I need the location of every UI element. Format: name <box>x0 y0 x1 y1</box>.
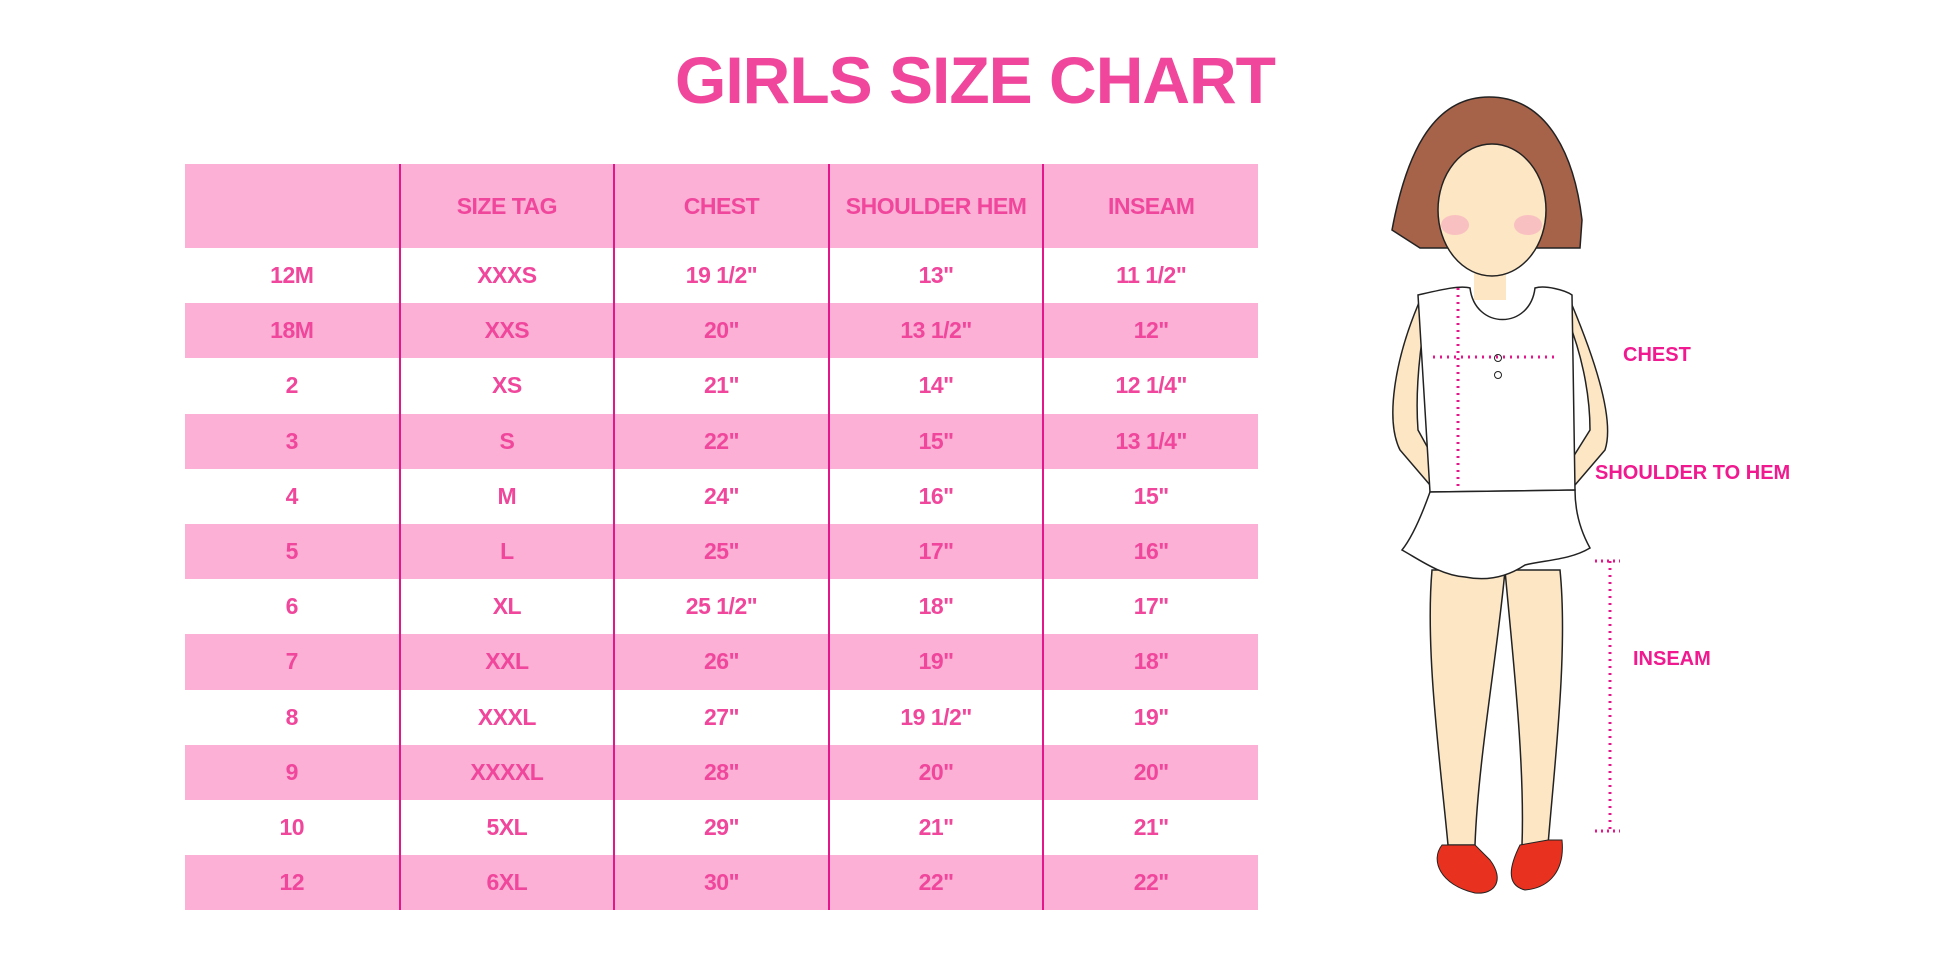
table-cell: 5 <box>185 523 400 580</box>
table-cell: 18" <box>1042 634 1258 690</box>
table-row: 5 L 25" 17" 16" <box>185 523 1258 580</box>
table-row: 6 XL 25 1/2" 18" 17" <box>185 579 1258 635</box>
table-cell: 7 <box>185 634 400 690</box>
table-cell: XXXXL <box>398 744 615 800</box>
table-cell: 15" <box>1042 468 1258 524</box>
page-title: GIRLS SIZE CHART <box>674 43 1276 117</box>
table-cell: S <box>398 413 615 469</box>
table-row: 9 XXXXL 28" 20" 20" <box>185 744 1258 800</box>
table-cell: 18M <box>185 303 400 359</box>
size-chart-table: SIZE TAG CHEST SHOULDER HEM INSEAM 12M XXXS 1… <box>185 164 1258 911</box>
table-cell: 9 <box>185 744 400 800</box>
table-row: 18M XXS 20" 13 1/2" 12" <box>185 303 1258 359</box>
table-cell: XXL <box>398 634 615 690</box>
table-cell: 22" <box>613 413 829 469</box>
table-cell: 2 <box>285 372 299 399</box>
table-row: 2 XS 21" 14" 12 1/4" <box>185 358 1258 414</box>
table-cell: XXS <box>398 303 615 359</box>
table-cell: 22" <box>1042 855 1258 911</box>
table-cell: 17" <box>1042 579 1258 635</box>
table-cell: 13 1/2" <box>827 303 1044 359</box>
table-cell: 3 <box>185 413 400 469</box>
column-header: INSEAM <box>1042 164 1258 248</box>
table-cell: 24" <box>613 468 829 524</box>
table-cell: 20" <box>613 303 829 359</box>
table-cell: 25" <box>613 523 829 580</box>
table-row: 10 5XL 29" 21" 21" <box>185 799 1258 856</box>
table-cell: 10 <box>279 813 305 840</box>
table-cell: XL <box>398 579 615 635</box>
column-header <box>185 164 400 248</box>
table-cell: 14" <box>827 358 1044 414</box>
shoulder-to-hem-label: SHOULDER TO HEM <box>1595 462 1791 484</box>
table-cell: 19" <box>827 634 1044 690</box>
table-row: 12M XXXS 19 1/2" 13" 11 1/2" <box>185 248 1258 304</box>
table-cell: L <box>398 523 615 580</box>
table-cell: 12M <box>270 262 314 289</box>
table-cell: 8 <box>285 703 299 730</box>
chest-label: CHEST <box>1623 344 1691 366</box>
table-cell: 18" <box>827 579 1044 635</box>
table-cell: 12" <box>1042 303 1258 359</box>
table-cell: 16" <box>827 468 1044 524</box>
table-cell: 19 1/2" <box>827 689 1044 745</box>
table-cell: 25 1/2" <box>613 579 829 635</box>
table-cell: 19 1/2" <box>613 248 829 304</box>
table-row: 4 M 24" 16" 15" <box>185 468 1258 524</box>
table-header-row: SIZE TAG CHEST SHOULDER HEM INSEAM <box>185 164 1258 248</box>
table-cell: 5XL <box>398 799 615 856</box>
table-cell: 22" <box>827 855 1044 911</box>
table-cell: 12 1/4" <box>1042 358 1258 414</box>
table-cell: 15" <box>827 413 1044 469</box>
table-cell: 17" <box>827 523 1044 580</box>
table-cell: M <box>398 468 615 524</box>
table-cell: XS <box>398 358 615 414</box>
table-cell: 20" <box>1042 744 1258 800</box>
table-cell: 20" <box>827 744 1044 800</box>
table-cell: 19" <box>1042 689 1258 745</box>
table-cell: 21" <box>827 799 1044 856</box>
column-header: SHOULDER HEM <box>827 164 1044 248</box>
table-row: 3 S 22" 15" 13 1/4" <box>185 413 1258 469</box>
table-cell: 13 1/4" <box>1042 413 1258 469</box>
table-row: 7 XXL 26" 19" 18" <box>185 634 1258 690</box>
table-cell: 27" <box>613 689 829 745</box>
table-cell: XXXL <box>398 689 615 745</box>
table-cell: 30" <box>613 855 829 911</box>
table-cell: 28" <box>613 744 829 800</box>
column-header: CHEST <box>613 164 829 248</box>
table-cell: 21" <box>613 358 829 414</box>
table-cell: 16" <box>1042 523 1258 580</box>
table-cell: 11 1/2" <box>1042 248 1258 304</box>
table-cell: 21" <box>1042 799 1258 856</box>
table-row: 8 XXXL 27" 19 1/2" 19" <box>185 689 1258 745</box>
table-cell: 12 <box>185 855 400 911</box>
table-cell: 6 <box>285 593 299 620</box>
table-cell: 26" <box>613 634 829 690</box>
table-cell: 13" <box>827 248 1044 304</box>
table-cell: 29" <box>613 799 829 856</box>
table-row: 12 6XL 30" 22" 22" <box>185 855 1258 911</box>
inseam-label: INSEAM <box>1633 648 1711 670</box>
column-header: SIZE TAG <box>398 164 615 248</box>
table-cell: 6XL <box>398 855 615 911</box>
table-cell: 4 <box>285 482 299 509</box>
table-cell: XXXS <box>398 248 615 304</box>
